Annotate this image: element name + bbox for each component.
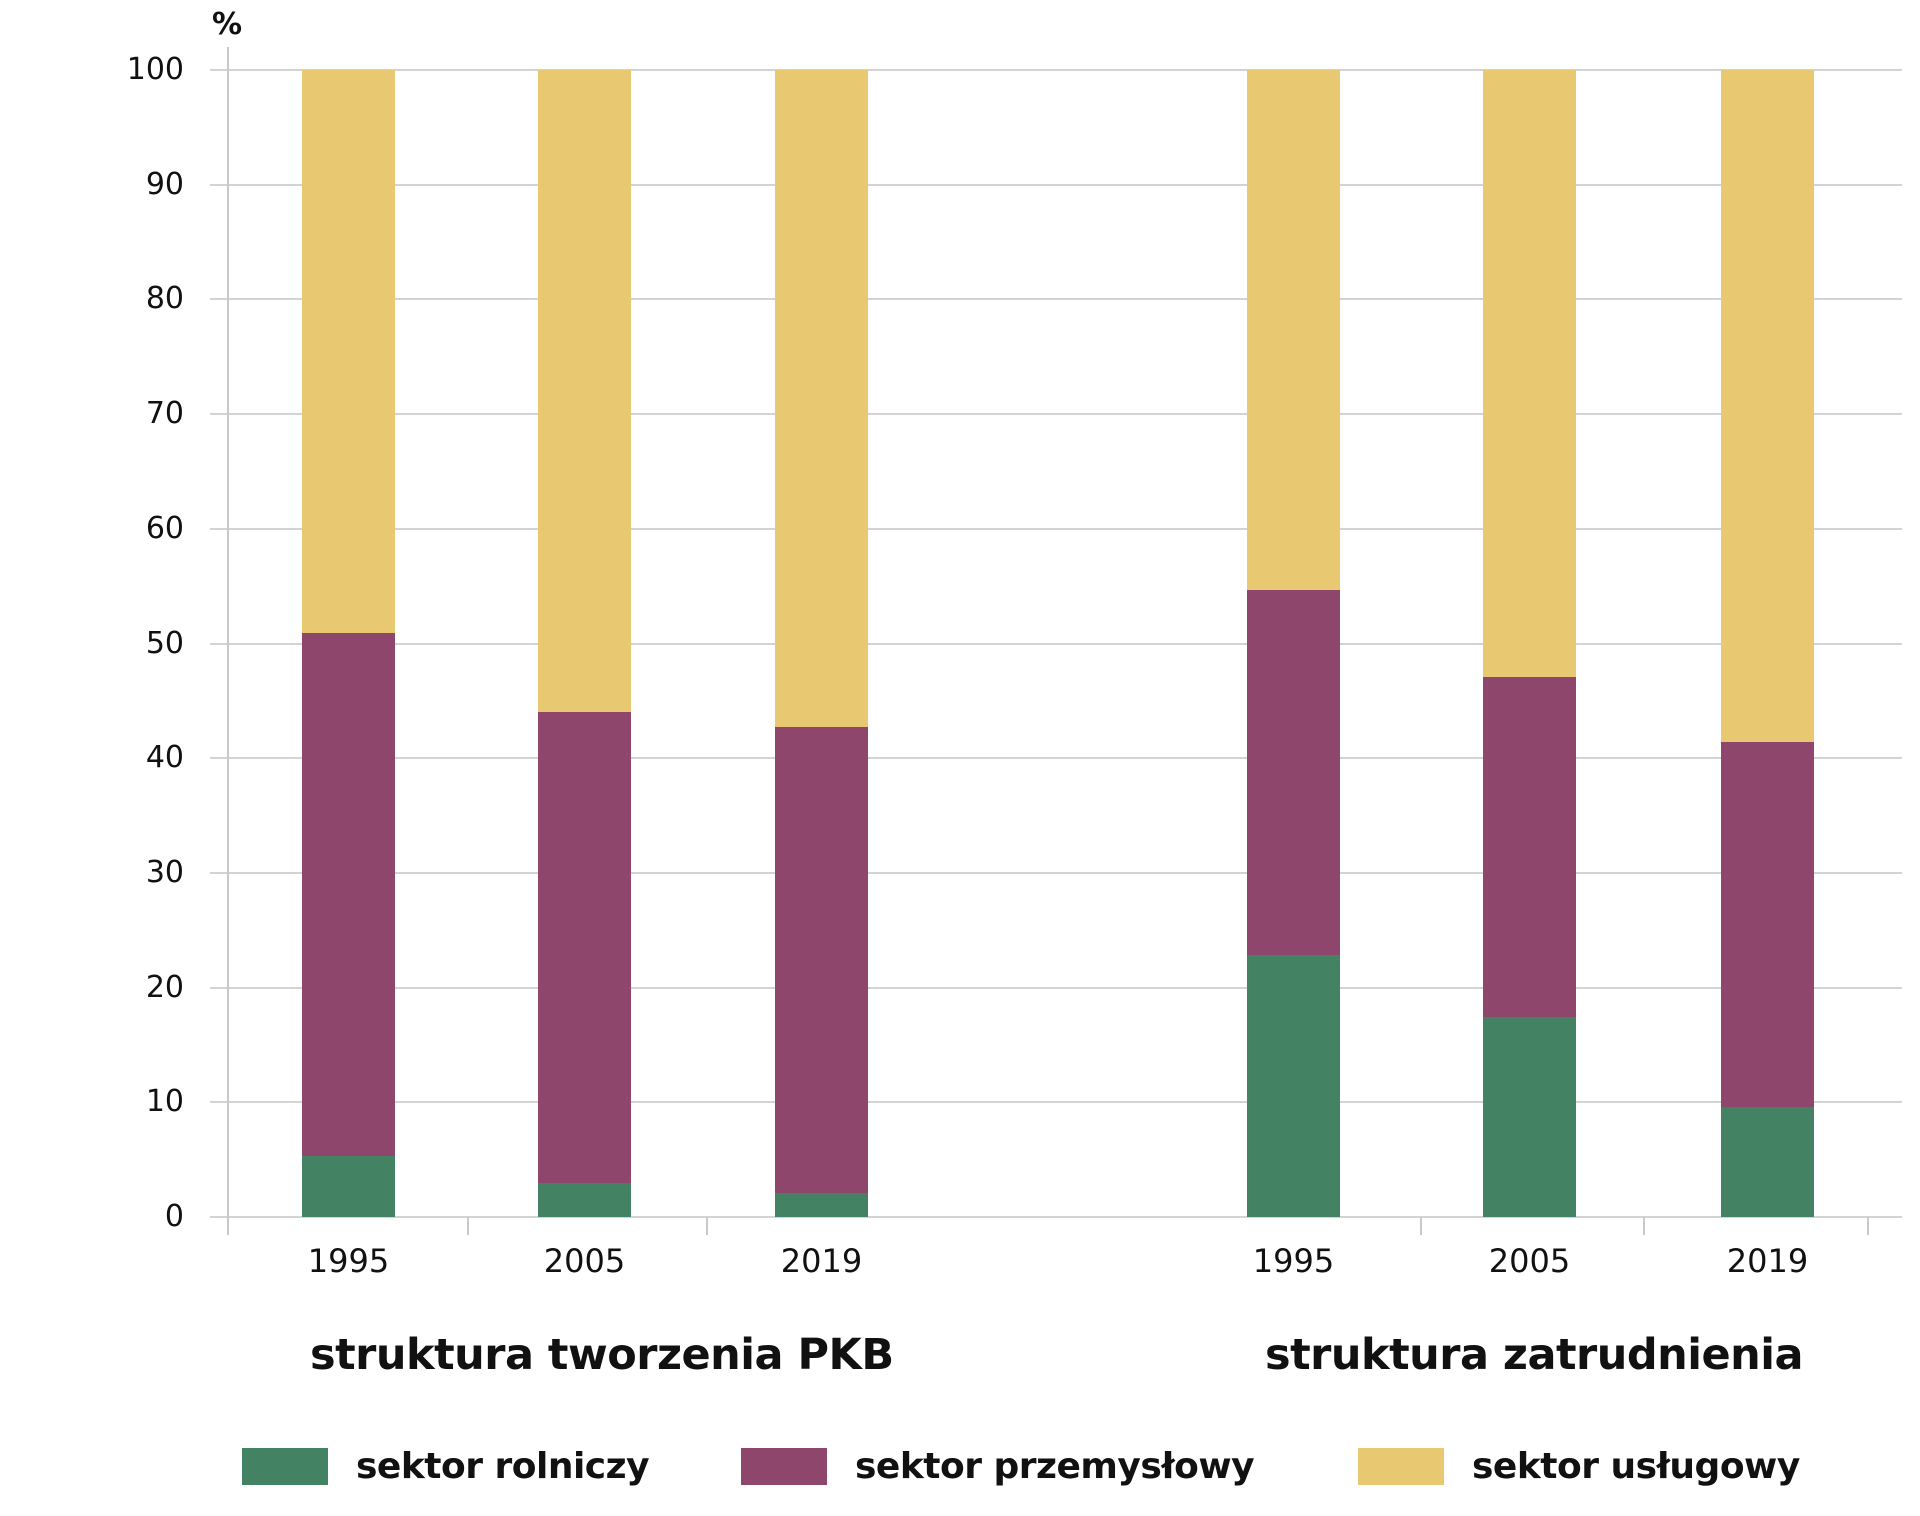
legend-item-industry: sektor przemysłowy [741, 1446, 1255, 1487]
y-tick-label: 70 [145, 396, 184, 432]
y-tick-label: 0 [164, 1199, 184, 1234]
bar-segment [1483, 676, 1576, 1018]
legend-swatch-services [1358, 1448, 1444, 1485]
y-tick-label: 10 [145, 1084, 184, 1120]
bar-segment [1247, 955, 1340, 1217]
y-tick-label: 30 [145, 854, 184, 890]
gridline-30 [210, 871, 1902, 874]
gridline-0 [210, 1216, 1902, 1218]
gridline-60 [210, 527, 1902, 530]
x-tick-label: 1995 [1252, 1242, 1335, 1280]
y-axis [227, 47, 229, 1235]
x-tick-label: 1995 [307, 1242, 390, 1280]
y-tick-label: 60 [145, 510, 184, 546]
gridline-20 [210, 986, 1902, 989]
x-axis-tick [1420, 1217, 1422, 1235]
x-tick-label: 2019 [780, 1242, 863, 1280]
gridline-70 [210, 413, 1902, 416]
x-tick-label: 2019 [1726, 1242, 1809, 1280]
y-tick-label: 20 [145, 969, 184, 1005]
gridline-90 [210, 183, 1902, 186]
gridline-50 [210, 642, 1902, 645]
y-tick-label: 50 [145, 625, 184, 661]
x-tick-label: 2005 [1488, 1242, 1571, 1280]
group-title-employment: struktura zatrudnienia [1265, 1330, 1804, 1380]
group-title-pkb: struktura tworzenia PKB [310, 1330, 894, 1380]
legend-label-industry: sektor przemysłowy [855, 1446, 1255, 1487]
x-tick-label: 2005 [543, 1242, 626, 1280]
x-axis-tick [1867, 1217, 1869, 1235]
y-axis-unit-label: % [212, 7, 243, 42]
legend-swatch-agriculture [242, 1448, 328, 1485]
bar-segment [1721, 70, 1814, 743]
bar-segment [1247, 589, 1340, 956]
bar-segment [302, 1156, 395, 1217]
y-tick-label: 90 [145, 166, 184, 202]
gridline-10 [210, 1101, 1902, 1104]
bar-segment [302, 70, 395, 634]
bar-segment [538, 70, 631, 713]
legend-label-agriculture: sektor rolniczy [356, 1446, 650, 1487]
bar-segment [1721, 742, 1814, 1107]
bar-segment [1483, 1017, 1576, 1217]
legend-item-agriculture: sektor rolniczy [242, 1446, 650, 1487]
bar-segment [775, 1192, 868, 1217]
y-tick-label: 100 [126, 52, 184, 87]
x-axis-tick [1643, 1217, 1645, 1235]
bar-segment [775, 727, 868, 1193]
y-tick-label: 40 [145, 740, 184, 776]
legend-label-services: sektor usługowy [1472, 1446, 1800, 1487]
bar-segment [1721, 1106, 1814, 1217]
legend-item-services: sektor usługowy [1358, 1446, 1800, 1487]
gridline-40 [210, 757, 1902, 760]
y-tick-label: 80 [145, 281, 184, 317]
gridline-80 [210, 298, 1902, 301]
bar-segment [1247, 70, 1340, 590]
bar-segment [302, 633, 395, 1157]
bar-segment [775, 70, 868, 728]
gridline-100 [210, 69, 1902, 71]
bar-segment [538, 712, 631, 1183]
bar-segment [538, 1182, 631, 1217]
legend-swatch-industry [741, 1448, 827, 1485]
x-axis-tick [467, 1217, 469, 1235]
x-axis-tick [706, 1217, 708, 1235]
bar-segment [1483, 70, 1576, 677]
